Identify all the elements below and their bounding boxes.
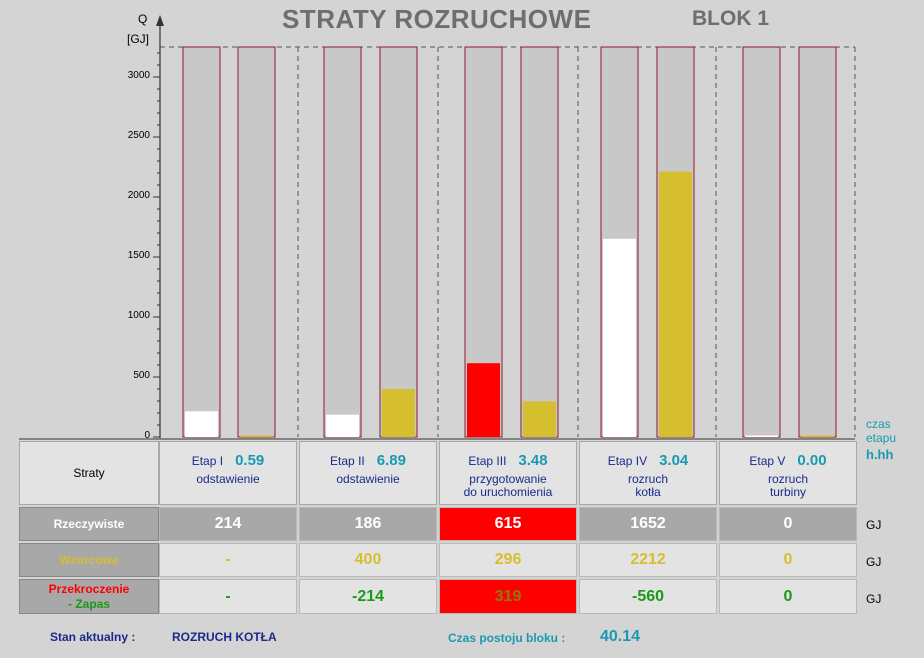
wzorcowe-value-stage-2: 400	[299, 543, 437, 577]
row-label-przekroczenie: Przekroczenie - Zapas	[19, 579, 159, 614]
stage-header-4: Etap IV 3.04 rozruch kotła	[579, 441, 717, 505]
bar-rzeczywiste-2	[326, 414, 359, 437]
stage-name: Etap I	[191, 454, 224, 468]
stage-name: Etap III	[468, 454, 507, 468]
stage-description: odstawienie	[336, 472, 400, 486]
stage-description: odstawienie	[196, 472, 260, 486]
unit-gj-row3: GJ	[866, 592, 882, 606]
bar-rzeczywiste-3	[467, 363, 500, 437]
tube-wzorcowe-3	[520, 46, 559, 438]
losses-bar-chart	[19, 15, 856, 440]
wzorcowe-value-stage-1: -	[159, 543, 297, 577]
y-tick-label: 500	[133, 370, 150, 381]
bar-wzorcowe-3	[523, 401, 556, 437]
przekroczenie-value-stage-4: -560	[579, 579, 717, 614]
y-tick-label: 0	[144, 430, 150, 441]
przekroczenie-value-stage-2: -214	[299, 579, 437, 614]
status-value: ROZRUCH KOTŁA	[172, 630, 277, 644]
tube-rzeczywiste-1	[182, 46, 221, 438]
unit-gj-row2: GJ	[866, 555, 882, 569]
rzeczywiste-value-stage-4: 1652	[579, 507, 717, 541]
bar-rzeczywiste-4	[603, 238, 636, 437]
bar-rzeczywiste-1	[185, 411, 218, 437]
stage-header-3: Etap III 3.48 przygotowanie do uruchomieni…	[439, 441, 577, 505]
y-tick-label: 1500	[127, 250, 150, 261]
czas-label: czas	[866, 417, 891, 431]
rzeczywiste-value-stage-5: 0	[719, 507, 857, 541]
stage-name: Etap II	[330, 454, 365, 468]
bar-wzorcowe-4	[659, 171, 692, 437]
tube-rzeczywiste-2	[323, 46, 362, 438]
wzorcowe-value-stage-4: 2212	[579, 543, 717, 577]
stage-name: Etap IV	[607, 454, 648, 468]
stage-time: 3.04	[659, 452, 689, 469]
rzeczywiste-value-stage-3: 615	[439, 507, 577, 541]
downtime-value: 40.14	[600, 628, 641, 645]
wzorcowe-value-stage-5: 0	[719, 543, 857, 577]
y-axis-q-label: Q	[138, 12, 148, 26]
straty-header: Straty	[19, 441, 159, 505]
stage-time: 0.59	[235, 452, 265, 469]
stage-header-5: Etap V 0.00 rozruch turbiny	[719, 441, 857, 505]
stage-description: rozruch kotła	[627, 472, 668, 499]
stage-time: 0.00	[797, 452, 827, 469]
y-axis-unit-label: [GJ]	[127, 32, 150, 46]
straty-label: Straty	[73, 466, 105, 480]
status-label: Stan aktualny :	[50, 630, 136, 644]
downtime-label: Czas postoju bloku :	[448, 631, 566, 645]
block-label: BLOK 1	[692, 7, 770, 30]
row-label-rzeczywiste: Rzeczywiste	[19, 507, 159, 541]
y-axis-arrow	[156, 15, 164, 26]
wzorcowe-value-stage-3: 296	[439, 543, 577, 577]
bar-wzorcowe-2	[382, 389, 415, 437]
stage-header-2: Etap II 6.89 odstawienie	[299, 441, 437, 505]
etapu-label: etapu	[866, 431, 897, 445]
stage-header-1: Etap I 0.59 odstawienie	[159, 441, 297, 505]
tube-rzeczywiste-5	[742, 46, 781, 438]
time-unit-label: h.hh	[866, 447, 894, 462]
y-tick-label: 2000	[127, 190, 150, 201]
unit-gj-row1: GJ	[866, 518, 882, 532]
tube-wzorcowe-2	[379, 46, 418, 438]
przekroczenie-value-stage-3: 319	[439, 579, 577, 614]
y-tick-label: 3000	[127, 70, 150, 81]
tube-wzorcowe-5	[798, 46, 837, 438]
stage-time: 3.48	[518, 452, 548, 469]
y-tick-label: 1000	[127, 310, 150, 321]
page-title: STRATY ROZRUCHOWE	[282, 4, 592, 34]
bar-wzorcowe-5	[801, 435, 834, 437]
row-label-wzorcowe: Wzorcowe	[19, 543, 159, 577]
rzeczywiste-value-stage-2: 186	[299, 507, 437, 541]
przekroczenie-value-stage-5: 0	[719, 579, 857, 614]
bar-wzorcowe-1	[240, 435, 273, 437]
y-tick-label: 2500	[127, 130, 150, 141]
przekroczenie-value-stage-1: -	[159, 579, 297, 614]
bar-rzeczywiste-5	[745, 435, 778, 437]
stage-time: 6.89	[376, 452, 406, 469]
stage-name: Etap V	[749, 454, 786, 468]
tube-wzorcowe-1	[237, 46, 276, 438]
stage-description: rozruch turbiny	[767, 472, 808, 499]
rzeczywiste-value-stage-1: 214	[159, 507, 297, 541]
stage-description: przygotowanie do uruchomienia	[463, 472, 553, 499]
